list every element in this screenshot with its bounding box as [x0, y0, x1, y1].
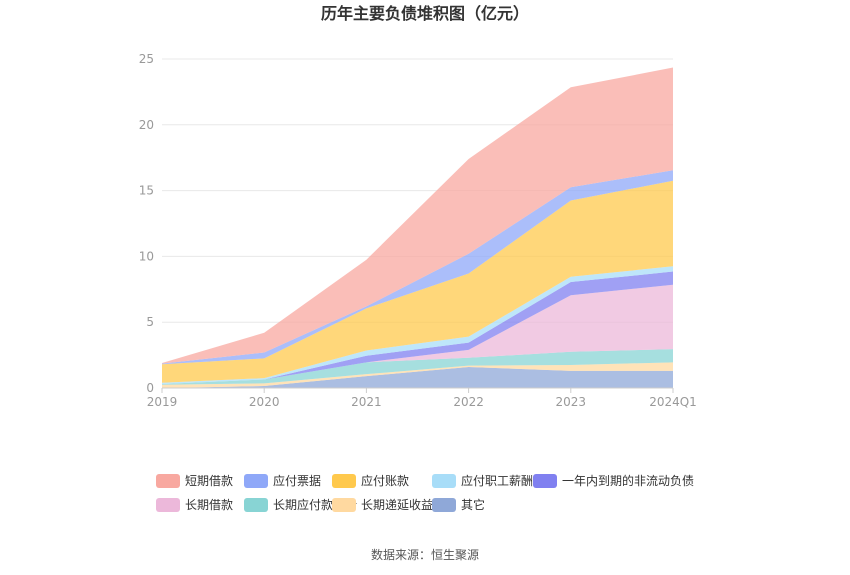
- x-tick-label: 2022: [453, 395, 484, 409]
- area-series-0: [162, 67, 673, 364]
- area-series-2: [162, 180, 673, 383]
- area-series-1: [162, 170, 673, 365]
- legend-swatch: [533, 474, 557, 488]
- legend-label: 应付票据: [273, 473, 321, 488]
- area-series-6: [162, 349, 673, 385]
- y-tick-label: 25: [139, 52, 154, 66]
- area-layer: [162, 67, 673, 388]
- legend-swatch: [156, 498, 180, 512]
- y-tick-label: 0: [146, 381, 154, 395]
- axes: 0 5 10 15 20 25 2019 2020 2021 2022 2023 2024Q1: [139, 52, 697, 409]
- legend-label: 其它: [461, 497, 485, 512]
- legend-swatch: [332, 498, 356, 512]
- legend-label: 一年内到期的非流动负债: [562, 473, 694, 488]
- legend-swatch: [244, 498, 268, 512]
- x-tick-label: 2020: [249, 395, 280, 409]
- legend-label: 应付账款: [361, 473, 409, 488]
- area-series-8: [162, 366, 673, 388]
- y-tick-label: 5: [146, 315, 154, 329]
- x-tick-label: 2023: [556, 395, 587, 409]
- area-series-4: [162, 271, 673, 385]
- x-tick-label: 2021: [351, 395, 382, 409]
- area-series-3: [162, 266, 673, 385]
- legend-swatch: [432, 474, 456, 488]
- legend-swatch: [432, 498, 456, 512]
- y-tick-label: 20: [139, 118, 154, 132]
- source-text: 数据来源：恒生聚源: [371, 547, 479, 562]
- legend-swatch: [156, 474, 180, 488]
- x-tick-label: 2024Q1: [649, 395, 697, 409]
- legend-label: 长期借款: [185, 498, 233, 512]
- legend-label: 应付职工薪酬: [461, 473, 533, 488]
- legend-label: 长期递延收益: [361, 498, 433, 512]
- x-tick-label: 2019: [147, 395, 178, 409]
- area-series-5: [162, 284, 673, 385]
- chart-title: 历年主要负债堆积图（亿元）: [321, 4, 529, 23]
- y-tick-label: 15: [139, 184, 154, 198]
- legend-label: 短期借款: [185, 474, 233, 488]
- y-tick-label: 10: [139, 249, 154, 263]
- area-series-7: [162, 362, 673, 388]
- legend-swatch: [244, 474, 268, 488]
- legend-swatch: [332, 474, 356, 488]
